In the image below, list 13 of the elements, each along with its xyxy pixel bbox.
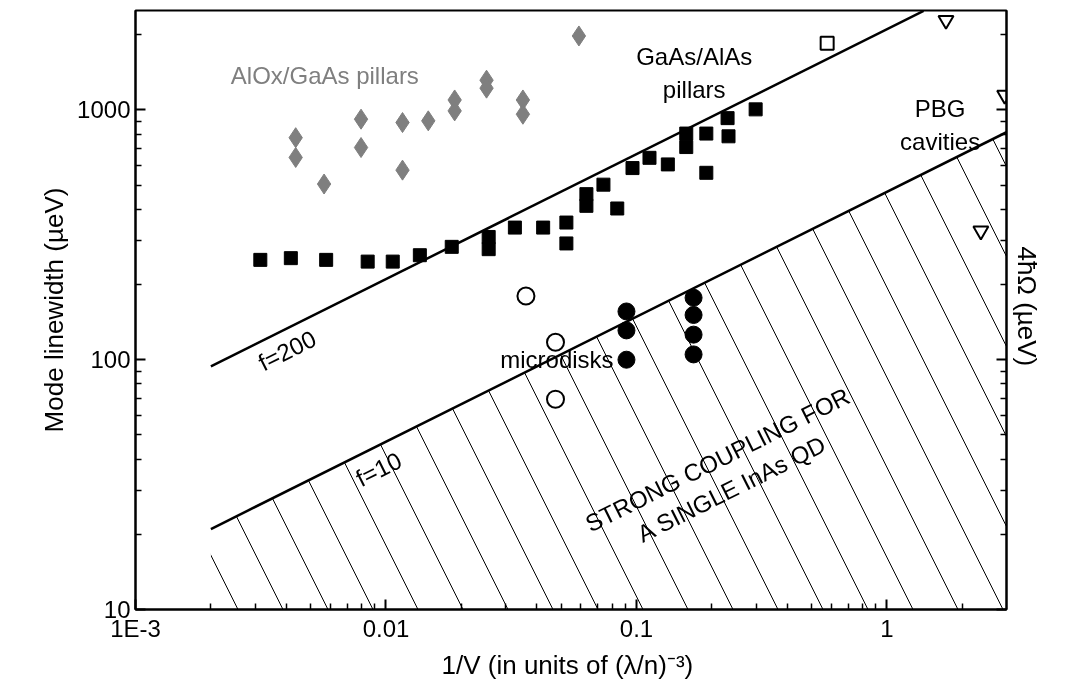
legend-label: PBG cavities [900, 95, 981, 155]
series-label: f=10 [351, 446, 406, 493]
x-tick-label: 0.1 [619, 614, 654, 642]
y-tick-label: 1000 [77, 96, 131, 124]
y-axis-title: Mode linewidth (µeV) [39, 187, 70, 433]
series-label: AlOx/GaAs pillars [230, 62, 419, 90]
series-label: GaAs/AlAs pillars [636, 43, 753, 103]
x-axis-title: 1/V (in units of (λ/n)⁻³) [441, 649, 694, 680]
x-tick-label: 0.01 [362, 614, 410, 642]
y2-axis-title: 4ħΩ (µeV) [1011, 246, 1042, 367]
y-tick-label: 100 [90, 346, 131, 374]
x-tick-label: 1 [880, 614, 894, 642]
text: f=200 [253, 324, 321, 377]
